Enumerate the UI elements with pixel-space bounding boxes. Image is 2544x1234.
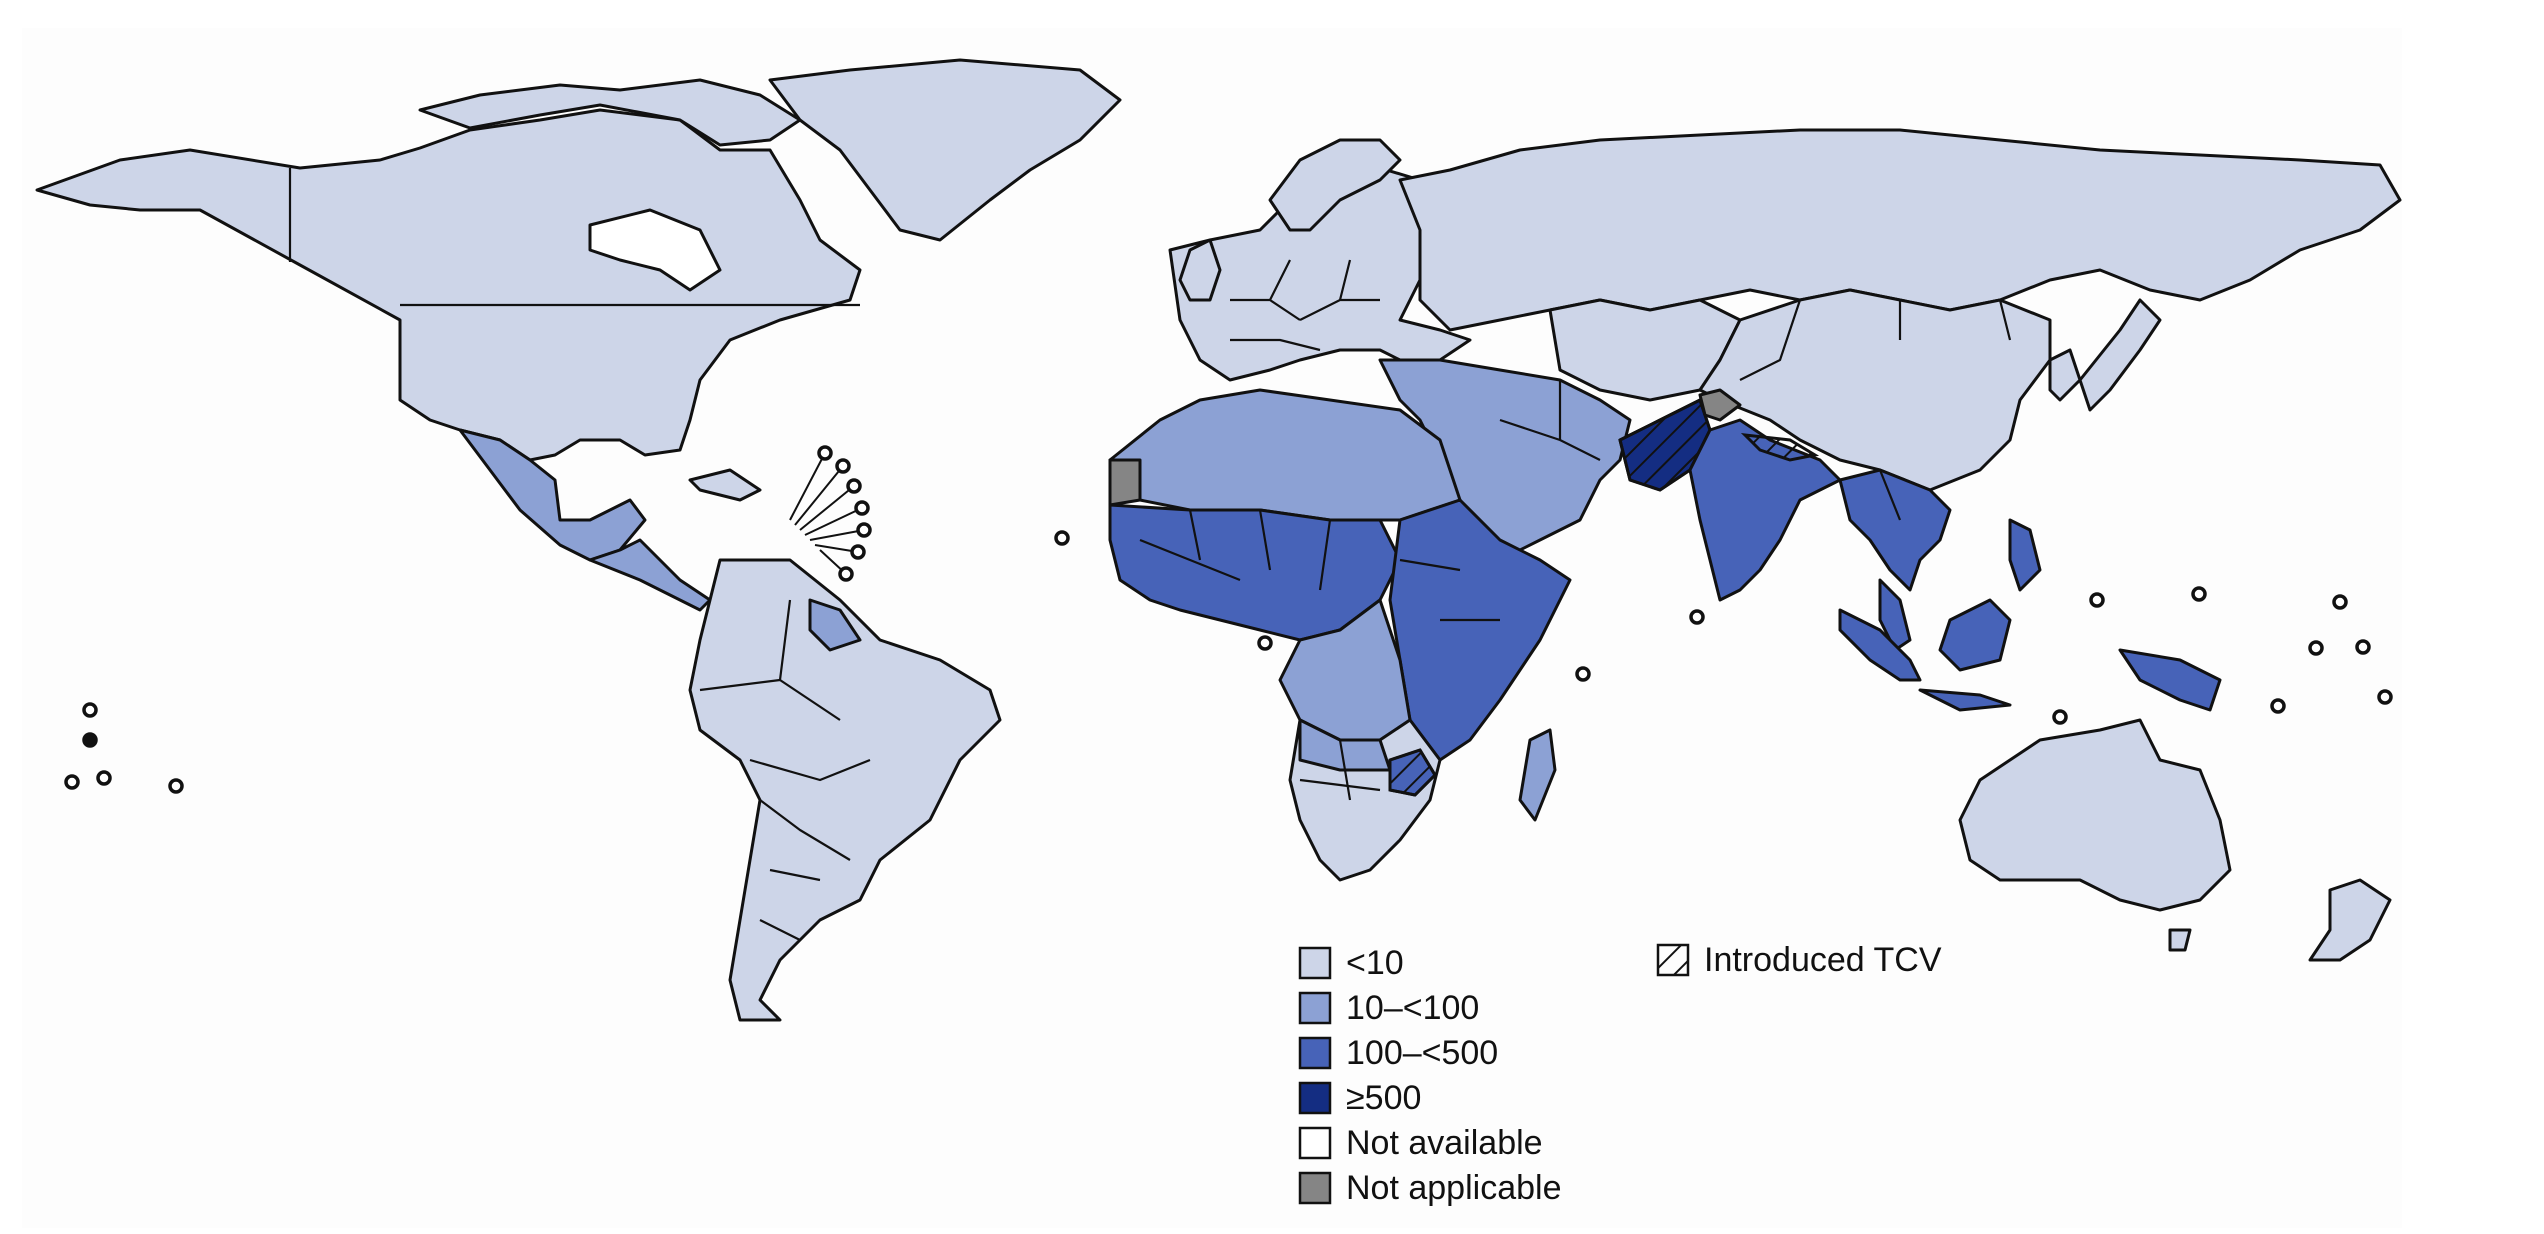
legend-label-10-100: 10–<100 [1346, 989, 1479, 1027]
legend-label-gte500: ≥500 [1346, 1079, 1421, 1117]
caribbean-island-marker [817, 445, 833, 461]
island-marker [82, 702, 98, 718]
malay-peninsula [1878, 578, 1912, 652]
island-marker [2089, 592, 2105, 608]
caribbean-island-marker [838, 566, 854, 582]
legend-swatch-10-100 [1298, 991, 1332, 1025]
korea [2048, 348, 2082, 402]
island-marker [168, 778, 184, 794]
island-marker [1054, 530, 1070, 546]
canadian-arctic-islands [418, 78, 802, 147]
island-marker [2332, 594, 2348, 610]
island-marker [1575, 666, 1591, 682]
uk-ireland [1178, 238, 1222, 302]
india [1688, 418, 1842, 602]
western-sahara [1108, 458, 1142, 507]
greenland [768, 58, 1122, 242]
madagascar [1518, 728, 1557, 822]
caribbean-island-marker [835, 458, 851, 474]
caribbean-callouts [789, 445, 872, 582]
island-marker [2377, 689, 2393, 705]
island-marker [2355, 639, 2371, 655]
us-canada-border [288, 168, 860, 307]
africa-borders [1139, 509, 1500, 801]
japan [2078, 298, 2162, 412]
tasmania [2168, 928, 2192, 952]
java [1918, 688, 2012, 712]
philippines [2008, 518, 2042, 592]
indonesia-sumatra [1838, 608, 1922, 682]
south-america-borders [699, 599, 871, 941]
central-america [588, 538, 712, 612]
island-marker [82, 732, 98, 748]
new-guinea [2118, 648, 2222, 712]
southeast-asia [1838, 468, 1952, 592]
new-zealand [2308, 878, 2392, 962]
zimbabwe-tcv-hatch [1388, 748, 1437, 797]
legend-label-not-available: Not available [1346, 1124, 1543, 1162]
scandinavia [1268, 138, 1402, 232]
europe [1168, 138, 1472, 382]
island-marker [64, 774, 80, 790]
island-marker [2191, 586, 2207, 602]
colombia-venezuela [808, 598, 862, 652]
legend-swatch-not-available [1298, 1126, 1332, 1160]
island-marker [1257, 635, 1273, 651]
canada-usa-landmass [35, 108, 862, 462]
caribbean-island-marker [856, 522, 872, 538]
asia [1378, 128, 2402, 712]
australia [1958, 718, 2232, 912]
map-legend: <10 10–<100 100–<500 ≥500 Not available … [1298, 941, 1942, 1207]
small-island-markers [64, 530, 2393, 794]
island-marker [96, 770, 112, 786]
legend-swatch-gte500 [1298, 1081, 1332, 1115]
asia-borders [1499, 299, 2012, 521]
indonesia-borneo [1938, 598, 2012, 672]
cuba [688, 468, 762, 502]
legend-swatch-not-applicable [1298, 1171, 1332, 1205]
legend-swatch-lt10 [1298, 946, 1332, 980]
kashmir [1698, 388, 1742, 422]
hudson-bay [588, 208, 722, 292]
oceania [1958, 718, 2392, 962]
legend-label-100-500: 100–<500 [1346, 1034, 1498, 1072]
africa [1108, 388, 1572, 882]
island-marker [1689, 609, 1705, 625]
island-marker [2052, 709, 2068, 725]
south-america [688, 558, 1002, 1022]
legend-label-lt10: <10 [1346, 944, 1404, 982]
mexico [458, 428, 647, 562]
north-america [35, 58, 1122, 612]
south-america-landmass [688, 558, 1002, 1022]
caribbean-island-marker [850, 544, 866, 560]
europe-borders [1230, 259, 1380, 352]
legend-swatch-tcv-hatch [1656, 943, 1690, 977]
caribbean-island-marker [846, 478, 862, 494]
legend-label-introduced-tcv: Introduced TCV [1704, 941, 1942, 979]
island-marker [2308, 640, 2324, 656]
island-marker [2270, 698, 2286, 714]
legend-swatch-100-500 [1298, 1036, 1332, 1070]
legend-label-not-applicable: Not applicable [1346, 1169, 1561, 1207]
caribbean-island-marker [854, 500, 870, 516]
nepal-tcv-hatch [1740, 433, 1820, 462]
